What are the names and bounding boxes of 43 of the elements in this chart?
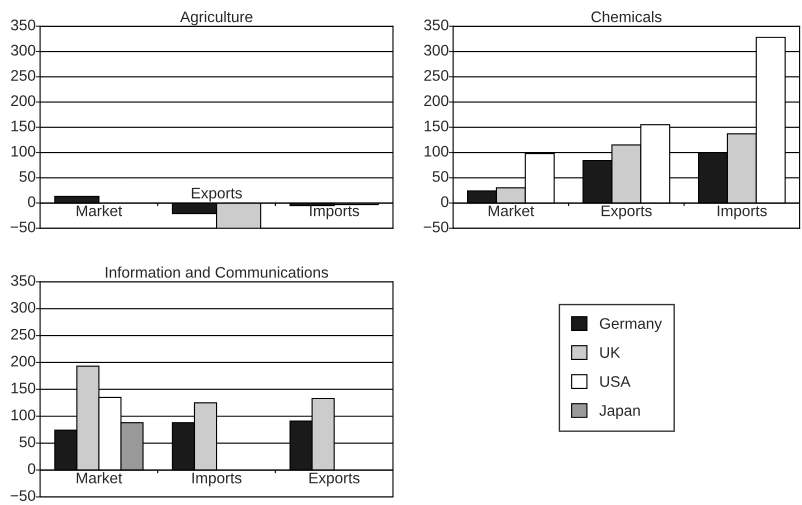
chart-title: Chemicals (591, 11, 662, 22)
legend-label: Germany (600, 318, 662, 332)
y-tick-label: 150 (424, 120, 448, 132)
y-tick-label: 300 (10, 302, 36, 313)
y-tick-label: 250 (11, 70, 36, 81)
y-tick-label: 300 (424, 44, 448, 56)
y-tick-label: 50 (19, 171, 36, 182)
x-tick-label: Imports (310, 206, 360, 220)
y-tick-label: 300 (10, 44, 36, 56)
y-tick-label: 350 (10, 275, 36, 286)
chart-title: Agriculture (180, 11, 252, 26)
y-tick-label: 100 (12, 410, 36, 420)
y-tick-label: 350 (424, 20, 448, 30)
legend-label: UK (600, 347, 620, 358)
y-tick-label: 50 (432, 171, 448, 182)
y-tick-label: 250 (11, 328, 36, 340)
y-tick-label: −50 (10, 490, 36, 502)
y-tick-label: 250 (424, 70, 448, 81)
y-tick-label: 200 (424, 95, 448, 106)
legend-label: USA (600, 376, 631, 387)
y-tick-label: 100 (12, 146, 36, 157)
x-tick-label: Exports (602, 206, 652, 220)
x-tick-label: Market (76, 472, 122, 484)
y-tick-label: 0 (28, 196, 36, 208)
legend-label: Japan (599, 405, 640, 419)
x-tick-label: Exports (192, 188, 242, 202)
chart-title: Information and Communications (106, 266, 328, 278)
y-tick-label: 100 (424, 146, 448, 157)
y-tick-label: 200 (11, 356, 36, 367)
y-tick-label: −50 (424, 222, 448, 232)
x-tick-label: Market (76, 205, 122, 216)
x-tick-label: Imports (718, 206, 767, 220)
y-tick-label: 150 (12, 120, 36, 132)
y-tick-label: 50 (19, 436, 36, 448)
x-tick-label: Market (488, 205, 534, 216)
y-tick-label: 0 (441, 196, 448, 208)
y-tick-label: 150 (12, 382, 36, 394)
y-tick-label: 200 (11, 95, 36, 106)
y-tick-label: 0 (28, 463, 36, 474)
y-tick-label: −50 (10, 222, 36, 232)
y-tick-label: 350 (10, 20, 36, 30)
x-tick-label: Imports (192, 472, 242, 486)
x-tick-label: Exports (310, 472, 360, 486)
